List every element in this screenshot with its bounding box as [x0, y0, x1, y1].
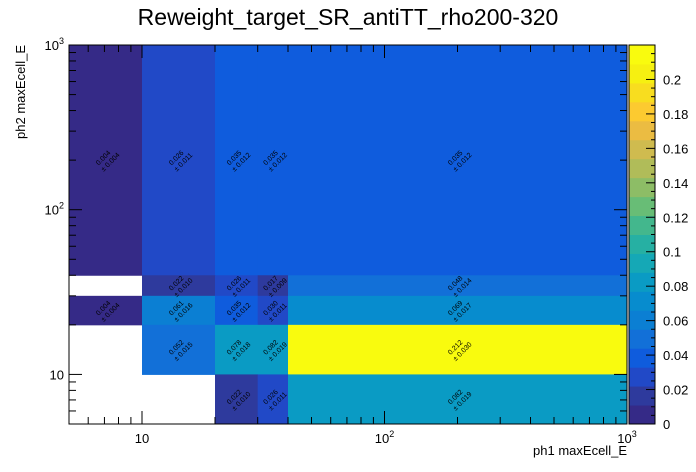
- colorbar-segment: [629, 348, 655, 368]
- colorbar-tick-label: 0: [663, 417, 670, 432]
- chart-title: Reweight_target_SR_antiTT_rho200-320: [137, 4, 559, 30]
- axis-ticks: 10 102 103 10 102 103: [45, 36, 637, 446]
- x-tick-label: 10: [135, 431, 149, 446]
- heatmap-cell: [287, 295, 628, 326]
- y-tick-label: 10: [50, 367, 64, 382]
- heatmap-cell: [257, 374, 289, 425]
- heatmap-cell: [214, 275, 259, 297]
- x-tick-label: 103: [617, 429, 636, 446]
- heatmap-cell: [214, 295, 259, 326]
- x-tick-label: 102: [375, 429, 394, 446]
- colorbar-segment: [629, 120, 655, 141]
- heatmap-cell: [257, 295, 289, 326]
- colorbar-tick-label: 0.12: [663, 210, 688, 225]
- heatmap-cell: [214, 45, 259, 276]
- heatmap-cell: [257, 324, 289, 375]
- colorbar-segment: [629, 386, 655, 406]
- colorbar-segment: [629, 291, 655, 311]
- heatmap-cells: [69, 45, 628, 425]
- colorbar-segment: [629, 272, 655, 292]
- heatmap-cell: [287, 45, 628, 276]
- heatmap-cell: [287, 374, 628, 425]
- colorbar-segment: [629, 405, 655, 425]
- colorbar-segment: [629, 177, 655, 198]
- heatmap-cell: [141, 295, 216, 326]
- colorbar-tick-label: 0.1: [663, 245, 681, 260]
- colorbar-segment: [629, 63, 655, 84]
- colorbar-segment: [629, 234, 655, 254]
- colorbar-tick-label: 0.16: [663, 141, 688, 156]
- heatmap-cell: [141, 324, 216, 375]
- colorbar-segment: [629, 310, 655, 330]
- y-axis-title: ph2 maxEcell_E: [13, 45, 28, 139]
- y-tick-label: 103: [45, 36, 64, 53]
- colorbar-segment: [629, 139, 655, 160]
- colorbar-segment: [629, 367, 655, 387]
- colorbar-segment: [629, 329, 655, 349]
- colorbar-segment: [629, 158, 655, 179]
- colorbar-tick-label: 0.18: [663, 107, 688, 122]
- colorbar-segment: [629, 196, 655, 217]
- heatmap-cell: [257, 275, 289, 297]
- colorbar-segment: [629, 101, 655, 122]
- heatmap-cell: [257, 45, 289, 276]
- heatmap-cell: [69, 295, 143, 326]
- heatmap-cell: [69, 45, 143, 276]
- heatmap-cell: [287, 275, 628, 297]
- colorbar-tick-label: 0.14: [663, 176, 688, 191]
- heatmap-cell: [141, 275, 216, 297]
- colorbar-segment: [629, 45, 655, 65]
- plot-frame-border: [68, 44, 628, 425]
- colorbar-tick-label: 0.06: [663, 314, 688, 329]
- colorbar-segment: [629, 82, 655, 103]
- colorbar-tick-label: 0.2: [663, 72, 681, 87]
- colorbar-tick-label: 0.08: [663, 279, 688, 294]
- colorbar: 0 0.02 0.04 0.06 0.08 0.1 0.12 0.14 0.16 0.18 0.2: [628, 44, 688, 432]
- heatmap-cell: [287, 324, 628, 375]
- heatmap-cell: [214, 324, 259, 375]
- colorbar-segment: [629, 253, 655, 273]
- x-axis-title: ph1 maxEcell_E: [533, 443, 627, 458]
- y-tick-label: 102: [45, 201, 64, 218]
- heatmap-cell: [214, 374, 259, 425]
- colorbar-tick-label: 0.04: [663, 348, 688, 363]
- heatmap-cell: [141, 45, 216, 276]
- colorbar-segment: [629, 215, 655, 235]
- colorbar-tick-label: 0.02: [663, 383, 688, 398]
- plot-frame: [68, 44, 628, 425]
